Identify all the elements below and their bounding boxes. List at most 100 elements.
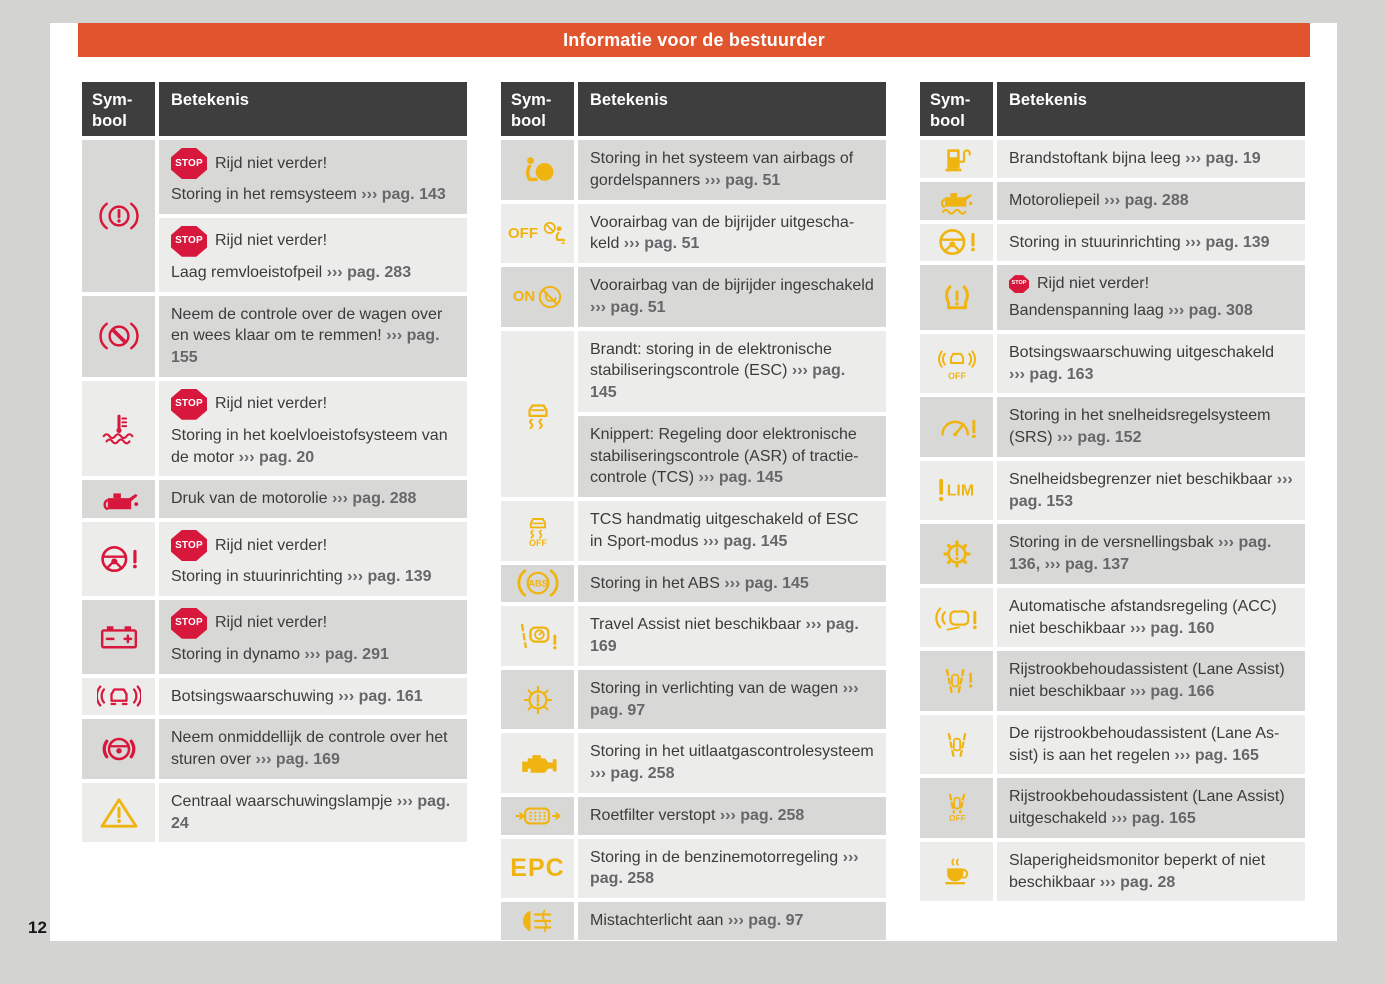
meaning-text-line: Brandt: storing in de elektronische stab… (590, 339, 874, 404)
battery-icon (98, 623, 140, 651)
table-row: Storing in het systeem van airbags of go… (501, 140, 886, 200)
page-reference: ››› pag. 291 (304, 645, 389, 663)
stop-text: Rijd niet verder! (215, 614, 328, 632)
meaning-text: Storing in het ABS (590, 574, 725, 592)
abs-icon: ABS (515, 568, 561, 598)
table-row: Automatische afstandsregeling (ACC) niet… (920, 587, 1305, 648)
meaning-text: Storing in stuurinrichting (171, 568, 348, 585)
symbol-cell: LIM (920, 460, 993, 521)
meaning-text-line: De rijstrookbehoudassistent (Lane As­sis… (1009, 723, 1293, 767)
lane-assist-active-icon (939, 731, 975, 759)
meaning-text-line: Storing in stuurinrichting ››› pag. 139 (171, 566, 455, 588)
column-header-symbol: Sym- bool (501, 82, 574, 136)
symbol-cell (82, 380, 155, 477)
symbol-cell (82, 522, 155, 596)
symbol-cell (920, 714, 993, 775)
page-reference: ››› pag. 308 (1168, 302, 1253, 319)
symbol-table: Sym- bool Betekenis STOP Rijd niet verder… (82, 82, 467, 940)
meaning-cells: Snelheidsbegrenzer niet beschikbaar ››› … (997, 460, 1305, 521)
symbol-cell (82, 295, 155, 377)
meaning-cell: Storing in het systeem van airbags of go… (578, 140, 886, 200)
meaning-cell: Neem de controle over de wagen over en w… (159, 295, 467, 377)
meaning-text-line: Druk van de motorolie ››› pag. 288 (171, 488, 455, 510)
meaning-text-line: Roetfilter verstopt ››› pag. 258 (590, 805, 874, 827)
meaning-text-line: Knippert: Regeling door elektronische st… (590, 424, 874, 489)
symbol-cell: OFF (920, 778, 993, 838)
table-row: STOP Rijd niet verder! Storing in stuurinr… (82, 522, 467, 596)
drowsiness-monitor-icon (940, 857, 974, 887)
airbag-off-icon: OFF 2 (508, 222, 566, 246)
meaning-cell: Slaperigheidsmonitor beperkt of niet bes… (997, 841, 1305, 902)
meaning-cell: Neem onmiddellijk de controle over het s… (159, 719, 467, 779)
meaning-cell: Brandstoftank bijna leeg ››› pag. 19 (997, 140, 1305, 178)
meaning-text: Storing in de versnellingsbak (1009, 534, 1219, 552)
meaning-cells: Druk van de motorolie ››› pag. 288 (159, 480, 467, 518)
meaning-cells: Storing in het ABS ››› pag. 145 (578, 564, 886, 603)
page-reference: ››› pag. 163 (1009, 365, 1094, 383)
page-reference: ››› pag. 97 (727, 912, 804, 929)
stop-line: STOP Rijd niet verder! (171, 388, 455, 420)
table-row: OFF Rijstrookbehoudassistent (Lane Assist… (920, 778, 1305, 838)
meaning-text: Roetfilter verstopt (590, 806, 720, 824)
stop-line: STOP Rijd niet verder! (171, 607, 455, 639)
meaning-cell: Mistachterlicht aan ››› pag. 97 (578, 902, 886, 940)
symbol-cell (920, 587, 993, 648)
table-row: Storing in stuurinrichting ››› pag. 139 (920, 223, 1305, 262)
symbol-cell (82, 480, 155, 518)
stop-sign-icon: STOP (171, 388, 207, 420)
symbol-cell (501, 669, 574, 730)
table-body: STOP Rijd niet verder! Storing in het rems… (82, 140, 467, 843)
stop-line: STOP Rijd niet verder! (171, 530, 455, 561)
stop-text: Rijd niet verder! (215, 232, 328, 250)
symbol-table: Sym- bool Betekenis Storing in het syste… (501, 82, 886, 940)
meaning-cells: Storing in het systeem van airbags of go… (578, 140, 886, 200)
meaning-text-line: Brandstoftank bijna leeg ››› pag. 19 (1009, 148, 1293, 170)
page-reference: ››› pag. 283 (326, 263, 412, 281)
meaning-text: Centraal waarschuwingslampje (171, 792, 397, 810)
meaning-cells: Neem de controle over de wagen over en w… (159, 295, 467, 377)
symbol-cell (82, 677, 155, 716)
meaning-text: Voorairbag van de bijrijder ingescha­kel… (590, 277, 874, 294)
table-body: Storing in het systeem van airbags of go… (501, 140, 886, 940)
meaning-cell: STOP Rijd niet verder! Storing in dynamo ›… (159, 599, 467, 674)
svg-text:LIM: LIM (946, 482, 973, 499)
meaning-text: Neem de controle over de wagen over en w… (171, 305, 443, 345)
meaning-text: Bandenspanning laag (1009, 302, 1169, 319)
stop-sign-icon: STOP (171, 607, 207, 639)
meaning-cell: STOP Rijd niet verder! Storing in stuurinr… (159, 522, 467, 596)
airbag-on-icon: ON (513, 285, 563, 309)
page-reference: ››› pag. 288 (331, 490, 417, 508)
page-reference: ››› pag. 166 (1129, 683, 1215, 700)
symbol-cell (920, 524, 993, 584)
meaning-text: Storing in het systeem van airbags of go… (590, 150, 854, 189)
column-header-symbol: Sym- bool (920, 82, 993, 136)
svg-text:OFF: OFF (949, 813, 966, 823)
table-row: Botsingswaarschuwing ››› pag. 161 (82, 677, 467, 716)
meaning-text: Botsingswaarschuwing uitgeschakeld (1009, 343, 1275, 361)
meaning-cells: Rijstrookbehoudassistent (Lane Assist) n… (997, 651, 1305, 711)
lane-assist-warning-icon (937, 667, 977, 695)
meaning-cells: Storing in stuurinrichting ››› pag. 139 (997, 223, 1305, 262)
meaning-text-line: Botsingswaarschuwing uitgeschakeld ››› p… (1009, 342, 1293, 386)
meaning-cells: Mistachterlicht aan ››› pag. 97 (578, 902, 886, 940)
page-reference: ››› pag. 51 (590, 298, 666, 316)
oil-level-icon (936, 187, 978, 215)
meaning-cells: Voorairbag van de bijrijder uitgescha­ke… (578, 203, 886, 263)
table-row: Roetfilter verstopt ››› pag. 258 (501, 796, 886, 835)
airbag-warning-icon (518, 155, 558, 185)
meaning-text: Storing in verlichting van de wagen (590, 679, 843, 697)
stop-sign-icon: STOP (1009, 275, 1029, 294)
stop-text: Rijd niet verder! (1037, 275, 1150, 293)
meaning-text: Storing in de benzinemotorregeling (590, 848, 843, 866)
meaning-text: Storing in het koelvloeistofsysteem van … (171, 426, 448, 466)
meaning-cells: STOP Rijd niet verder! Storing in het koel… (159, 380, 467, 477)
meaning-text: Storing in dynamo (171, 645, 305, 663)
meaning-text-line: Storing in het uitlaatgascontrolesys­tee… (590, 741, 874, 785)
meaning-text: Slaperigheidsmonitor beperkt of niet bes… (1009, 851, 1266, 891)
meaning-text: Storing in het remsysteem (171, 186, 362, 203)
stop-line: STOP Rijd niet verder! (171, 225, 455, 257)
meaning-cells: Botsingswaarschuwing uitgeschakeld ››› p… (997, 333, 1305, 394)
meaning-text-line: Storing in het remsysteem ››› pag. 143 (171, 184, 455, 206)
page-reference: ››› pag. 165 (1111, 810, 1196, 827)
meaning-text: Brandstoftank bijna leeg (1009, 150, 1186, 167)
